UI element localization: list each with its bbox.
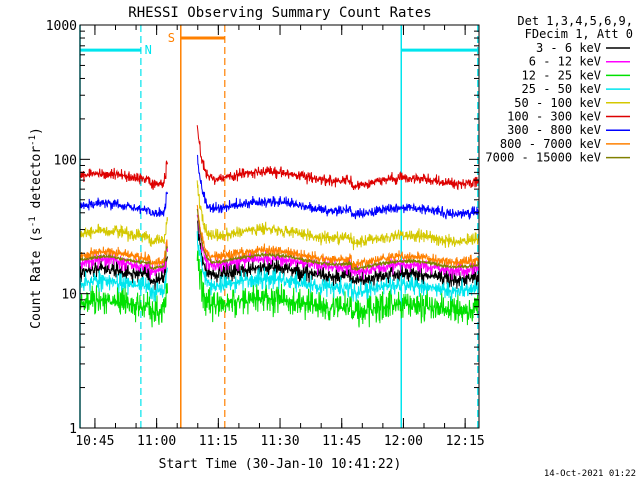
legend-label: 7000 - 15000 keV [485,151,601,165]
series-line [79,180,480,251]
saa-marker-label: S [168,31,175,45]
y-tick-label: 1 [69,422,77,437]
x-tick-label: 11:45 [322,434,361,449]
y-axis-label-part: ) [29,127,44,135]
plot-frame [79,24,480,429]
x-tick-label: 11:15 [199,434,238,449]
x-tick-label: 12:00 [384,434,423,449]
series-line [79,250,480,328]
series-lines [79,125,480,328]
series-line [79,231,480,302]
x-tick-label: 11:30 [260,434,299,449]
legend-header-line: Det 1,3,4,5,6,9, [517,14,633,28]
legend-label: 50 - 100 keV [514,96,601,110]
x-tick-label: 11:00 [137,434,176,449]
y-axis-label-superscript: -1 [28,216,38,227]
legend: Det 1,3,4,5,6,9, FDecim 1, Att 0 3 - 6 k… [485,14,633,165]
y-axis-label: Count Rate (s-1 detector-1) [28,127,44,329]
legend-label: 12 - 25 keV [522,68,601,82]
legend-label: 300 - 800 keV [507,123,601,137]
x-tick-label: 10:45 [75,434,114,449]
x-axis-label: Start Time (30-Jan-10 10:41:22) [159,457,402,472]
legend-label: 800 - 7000 keV [500,137,601,151]
y-axis-label-part: detector [29,146,44,217]
legend-header-line: FDecim 1, Att 0 [525,27,633,41]
render-timestamp: 14-Oct-2021 01:22 [544,469,636,479]
night-marker-label: N [145,43,152,57]
legend-label: 25 - 50 keV [522,82,601,96]
series-line [79,125,480,191]
x-tick-label: 12:15 [446,434,485,449]
legend-label: 100 - 300 keV [507,110,601,124]
chart-title: RHESSI Observing Summary Count Rates [128,5,431,21]
series-line [79,154,480,220]
y-tick-label: 100 [54,153,77,168]
axes: 1 10 100 1000 10:45 11:00 11:15 11:30 11:45 12:00… [46,19,485,449]
legend-label: 3 - 6 keV [536,41,601,55]
y-axis-label-part: Count Rate (s [29,227,44,329]
y-tick-label: 1000 [46,19,77,34]
legend-label: 6 - 12 keV [529,55,601,69]
series-line [79,208,480,272]
y-tick-label: 10 [61,288,77,303]
y-axis-label-superscript: -1 [28,135,38,146]
